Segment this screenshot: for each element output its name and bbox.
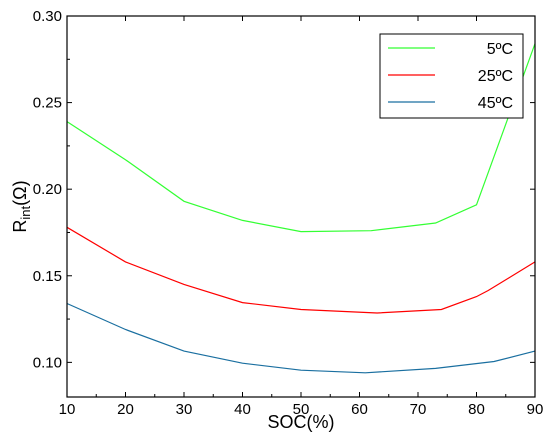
- series-layer: [66, 43, 536, 374]
- y-tick-label: 0.20: [33, 181, 62, 198]
- x-tick-label: 40: [234, 401, 251, 418]
- y-axis-title-main: R: [10, 220, 30, 233]
- legend-label-0: 5ºC: [487, 41, 513, 58]
- series-line-0: [66, 43, 536, 233]
- y-axis-title-unit: (Ω): [10, 180, 30, 205]
- y-tick-label: 0.15: [33, 268, 62, 285]
- y-tick-label: 0.10: [33, 354, 62, 371]
- ticks-layer: 10 20 30 40 50 60 70 80 90 0.10 0.15 0.20 0.25 0.30: [33, 8, 544, 418]
- x-tick-label: 70: [410, 401, 427, 418]
- x-axis-title: SOC(%): [268, 412, 335, 432]
- legend: 5ºC 25ºC 45ºC: [379, 33, 524, 119]
- y-axis-title-subscript: int: [18, 205, 33, 219]
- x-tick-label: 50: [293, 401, 310, 418]
- x-tick-label: 80: [468, 401, 485, 418]
- x-tick-label: 30: [176, 401, 193, 418]
- x-tick-label: 90: [527, 401, 544, 418]
- x-tick-label: 20: [117, 401, 134, 418]
- legend-label-1: 25ºC: [478, 68, 513, 85]
- legend-label-2: 45ºC: [478, 95, 513, 112]
- y-axis-title: Rint(Ω): [10, 180, 33, 232]
- y-tick-label: 0.30: [33, 8, 62, 25]
- series-line-1: [66, 226, 536, 314]
- x-tick-label: 60: [351, 401, 368, 418]
- series-line-2: [66, 302, 536, 374]
- y-tick-label: 0.25: [33, 95, 62, 112]
- x-tick-label: 10: [59, 401, 76, 418]
